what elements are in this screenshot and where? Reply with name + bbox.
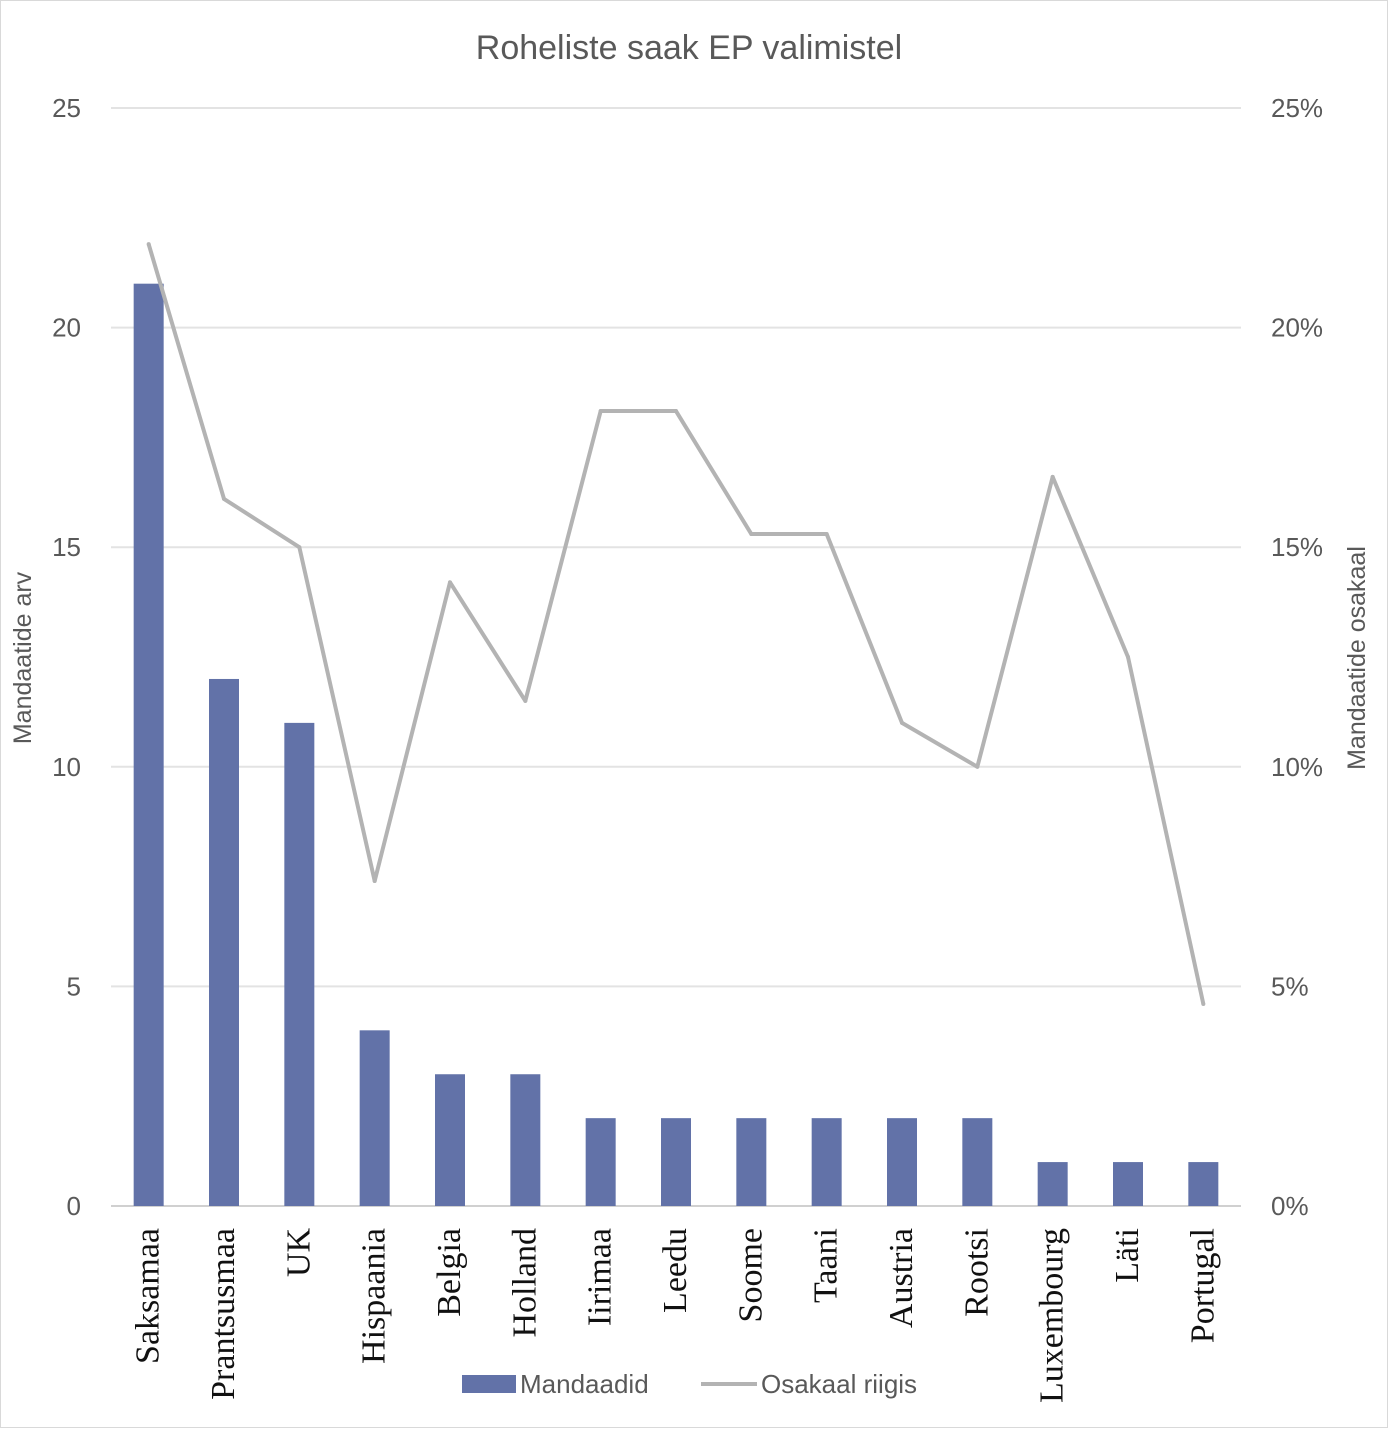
legend: Mandaadid Osakaal riigis [462,1369,917,1399]
right-tick-label: 5% [1271,971,1309,1001]
right-tick-label: 20% [1271,313,1323,343]
category-label: Belgia [431,1228,468,1317]
legend-swatch-bar [462,1375,516,1393]
line-series [146,242,1206,1006]
right-axis-ticks: 0% 5% 10% 15% 20% 25% [1271,93,1323,1221]
left-axis-ticks: 0 5 10 15 20 25 [52,93,81,1221]
category-label: Leedu [657,1228,694,1313]
line-point [523,698,528,703]
line-point [222,496,226,501]
bar-series [133,283,1219,1206]
bar-luxembourg [1037,1162,1068,1206]
left-tick-label: 5 [67,971,81,1001]
right-tick-label: 25% [1271,93,1323,123]
bar-taani [811,1118,842,1206]
left-tick-label: 15 [52,532,81,562]
bar-rootsi [962,1118,993,1206]
left-tick-label: 10 [52,752,81,782]
left-tick-label: 20 [52,313,81,343]
bar-saksamaa [133,283,164,1206]
bar-holland [510,1074,541,1206]
right-tick-label: 10% [1271,752,1323,782]
bar-prantsusmaa [209,678,239,1206]
line-point [824,532,829,537]
category-label: Austria [883,1228,920,1328]
bar-portugal [1188,1162,1219,1206]
bar-iirimaa [585,1118,616,1206]
category-label: Prantsusmaa [205,1228,242,1400]
left-axis-label: Mandaatide arv [9,571,37,744]
category-label: Luxembourg [1034,1228,1071,1403]
line-point [674,409,678,414]
legend-label-bar: Mandaadid [520,1369,649,1399]
line-point [900,720,904,725]
line-point [598,409,603,414]
right-tick-label: 0% [1271,1191,1309,1221]
category-label: Iirimaa [582,1228,619,1326]
bar-soome [736,1118,767,1206]
bar-hispaania [359,1030,390,1206]
chart-title: Roheliste saak EP valimistel [476,29,902,67]
category-label: Hispaania [356,1228,393,1364]
line-point [1050,474,1055,479]
line-point [1126,655,1130,659]
line-point [448,580,452,585]
grid-lines [111,107,1241,1207]
category-label: Soome [732,1228,769,1322]
line-point [297,545,302,550]
right-tick-label: 15% [1271,532,1323,562]
line-point [146,242,151,247]
legend-label-line: Osakaal riigis [761,1369,917,1399]
left-tick-label: 0 [67,1191,81,1221]
category-labels: Saksamaa Prantsusmaa UK Hispaania Belgia Holl… [130,1228,1222,1403]
category-label: Rootsi [958,1228,995,1317]
category-label: Saksamaa [130,1228,167,1364]
category-label: Portugal [1184,1228,1221,1343]
left-tick-label: 25 [52,93,81,123]
line-point [749,532,754,537]
category-label: Holland [506,1228,543,1338]
category-label: UK [280,1228,317,1278]
line-point [975,764,980,769]
category-label: Läti [1109,1228,1146,1283]
line-point [1201,1001,1206,1006]
bar-belgia [435,1074,465,1206]
right-axis-label: Mandaatide osakaal [1343,546,1371,770]
bar-leedu [661,1118,691,1206]
bar-austria [887,1118,917,1206]
bar-läti [1113,1162,1143,1206]
bar-uk [284,722,315,1206]
line-point [372,878,377,883]
category-label: Taani [808,1228,845,1303]
